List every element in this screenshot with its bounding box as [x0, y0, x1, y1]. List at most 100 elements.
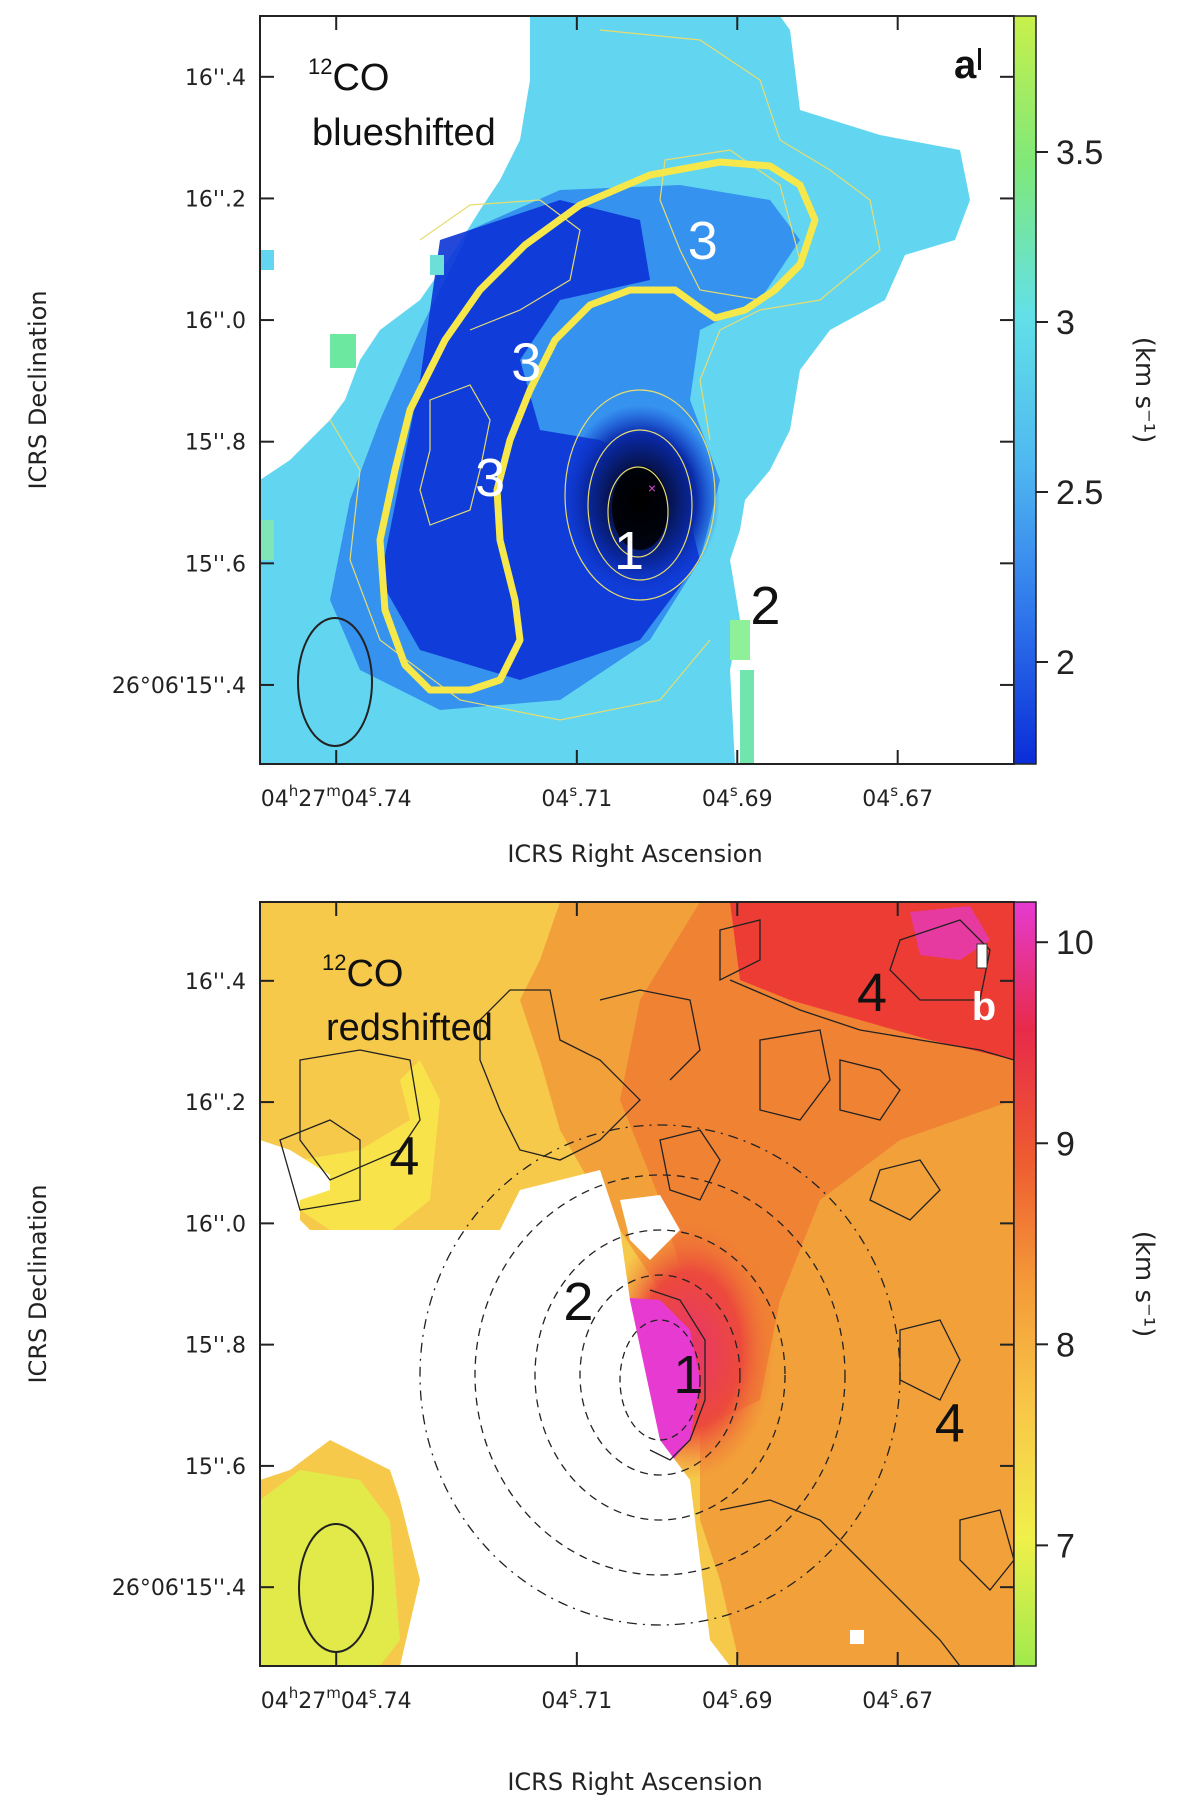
panel-b-colorbar-ticks: 10 9 8 7 [1036, 924, 1094, 1565]
x-tick-label: 04s.71 [541, 1684, 612, 1714]
y-tick-label: 26°06'15''.4 [112, 674, 246, 699]
x-tick-m: 27 [298, 1689, 326, 1714]
x-tick-frac: .74 [377, 787, 412, 812]
x-tick-h-unit: h [289, 782, 299, 800]
x-tick-frac: .69 [738, 1689, 773, 1714]
panel-a-xlabel: ICRS Right Ascension [507, 840, 762, 868]
y-tick-label: 16''.4 [185, 970, 246, 995]
x-tick-label: 04h27m04s.74 [261, 1684, 412, 1714]
panel-a-title-line2: blueshifted [312, 112, 496, 154]
x-tick-s-unit: s [569, 782, 577, 800]
region-label: 4 [857, 963, 887, 1023]
x-tick-h: 04 [261, 787, 289, 812]
x-tick-m-unit: m [326, 782, 341, 800]
panel-a-letter: a [954, 43, 977, 87]
magenta-region-top [910, 906, 990, 960]
x-tick-frac: .71 [577, 1689, 612, 1714]
y-tick-label: 16''.0 [185, 1212, 246, 1237]
colorbar-tick-label: 3.5 [1056, 134, 1103, 172]
x-tick-s: 04 [541, 1689, 569, 1714]
x-tick-s: 04 [541, 787, 569, 812]
panel-b-title-sup: 12 [322, 950, 346, 975]
x-tick-s: 04 [862, 787, 890, 812]
panel-b-contours [279, 919, 1014, 1666]
y-tick-label: 16''.2 [185, 1091, 246, 1116]
x-tick-label: 04s.69 [702, 782, 773, 812]
peak-marker: × [648, 480, 656, 496]
y-tick-label: 15''.8 [185, 431, 246, 456]
x-tick-frac: .74 [377, 1689, 412, 1714]
x-tick-s: 04 [702, 787, 730, 812]
x-tick-h-unit: h [289, 1684, 299, 1702]
panel-a-blueshifted: × 04h27m04s.74 04s.71 04s.69 04s.6716''.416… [24, 15, 1159, 868]
panel-b-region-labels: 1 2 4 4 4 [389, 963, 964, 1454]
y-tick-label: 16''.0 [185, 309, 246, 334]
x-tick-label: 04s.71 [541, 782, 612, 812]
panel-a-title-main: CO [332, 57, 389, 99]
panel-b-redshifted: 04h27m04s.74 04s.71 04s.69 04s.6716''.416''… [24, 901, 1159, 1796]
x-tick-s: 04 [341, 1689, 369, 1714]
panel-a-title: 12CO [308, 54, 389, 99]
masked-region [260, 1140, 730, 1666]
x-tick-m-unit: m [326, 1684, 341, 1702]
x-tick-s-unit: s [730, 782, 738, 800]
x-tick-label: 04s.67 [862, 1684, 933, 1714]
panel-b-letter: b [972, 985, 996, 1029]
x-tick-s-unit: s [890, 1684, 898, 1702]
x-tick-frac: .71 [577, 787, 612, 812]
colorbar-tick-label: 10 [1056, 924, 1094, 962]
colorbar-tick-label: 7 [1056, 1527, 1075, 1565]
panel-b-colorbar-unit: (km s⁻¹) [1129, 1231, 1159, 1338]
x-tick-m: 27 [298, 787, 326, 812]
y-tick-label: 16''.4 [185, 66, 246, 91]
region-label: 1 [614, 521, 644, 581]
x-tick-s-unit: s [890, 782, 898, 800]
region-label: 4 [389, 1127, 419, 1187]
yellow-region-lower-left [260, 1470, 400, 1666]
x-tick-frac: .69 [738, 787, 773, 812]
panel-a-ticks: 04h27m04s.74 04s.71 04s.69 04s.6716''.416''… [112, 16, 1014, 812]
region-label: 2 [563, 1272, 593, 1332]
panel-b-ylabel: ICRS Declination [24, 1184, 52, 1383]
y-tick-label: 26°06'15''.4 [112, 1576, 246, 1601]
y-tick-label: 15''.6 [185, 552, 246, 577]
region-label: 4 [935, 1393, 965, 1453]
region-label: 3 [511, 333, 541, 393]
arc-curve [376, 158, 819, 694]
panel-b-title-line2: redshifted [326, 1007, 493, 1049]
panel-a-colorbar-unit: (km s⁻¹) [1129, 337, 1159, 444]
panel-a-colorbar [1013, 15, 1037, 765]
panel-b-xlabel: ICRS Right Ascension [507, 1768, 762, 1796]
x-tick-frac: .67 [898, 1689, 933, 1714]
x-tick-s-unit: s [730, 1684, 738, 1702]
panel-b-title: 12CO [322, 950, 403, 995]
colorbar-tick-label: 9 [1056, 1125, 1075, 1163]
panel-b-title-main: CO [346, 953, 403, 995]
region-label: 3 [475, 448, 505, 508]
x-tick-s-unit: s [569, 1684, 577, 1702]
region-label: 1 [673, 1345, 703, 1405]
x-tick-s-unit: s [369, 1684, 377, 1702]
colorbar-tick-label: 2.5 [1056, 474, 1103, 512]
panel-a-colorbar-ticks: 3.5 3 2.5 2 [1036, 134, 1103, 682]
yellow-region-left [300, 1060, 440, 1240]
panel-a-velocity-map: × [260, 16, 1014, 764]
colorbar-tick-label: 8 [1056, 1326, 1075, 1364]
x-tick-frac: .67 [898, 787, 933, 812]
x-tick-h: 04 [261, 1689, 289, 1714]
panel-b-velocity-map [260, 902, 1014, 1666]
colorbar-tick-label: 3 [1056, 304, 1075, 342]
panel-b-ticks: 04h27m04s.74 04s.71 04s.69 04s.6716''.416''… [112, 902, 1014, 1714]
y-tick-label: 15''.8 [185, 1334, 246, 1359]
y-tick-label: 16''.2 [185, 187, 246, 212]
region-label: 3 [688, 211, 718, 271]
region-label: 2 [750, 576, 780, 636]
x-tick-s-unit: s [369, 782, 377, 800]
x-tick-label: 04h27m04s.74 [261, 782, 412, 812]
x-tick-label: 04s.69 [702, 1684, 773, 1714]
panel-a-title-sup: 12 [308, 54, 332, 79]
panel-a-ylabel: ICRS Declination [24, 290, 52, 489]
x-tick-s: 04 [341, 787, 369, 812]
